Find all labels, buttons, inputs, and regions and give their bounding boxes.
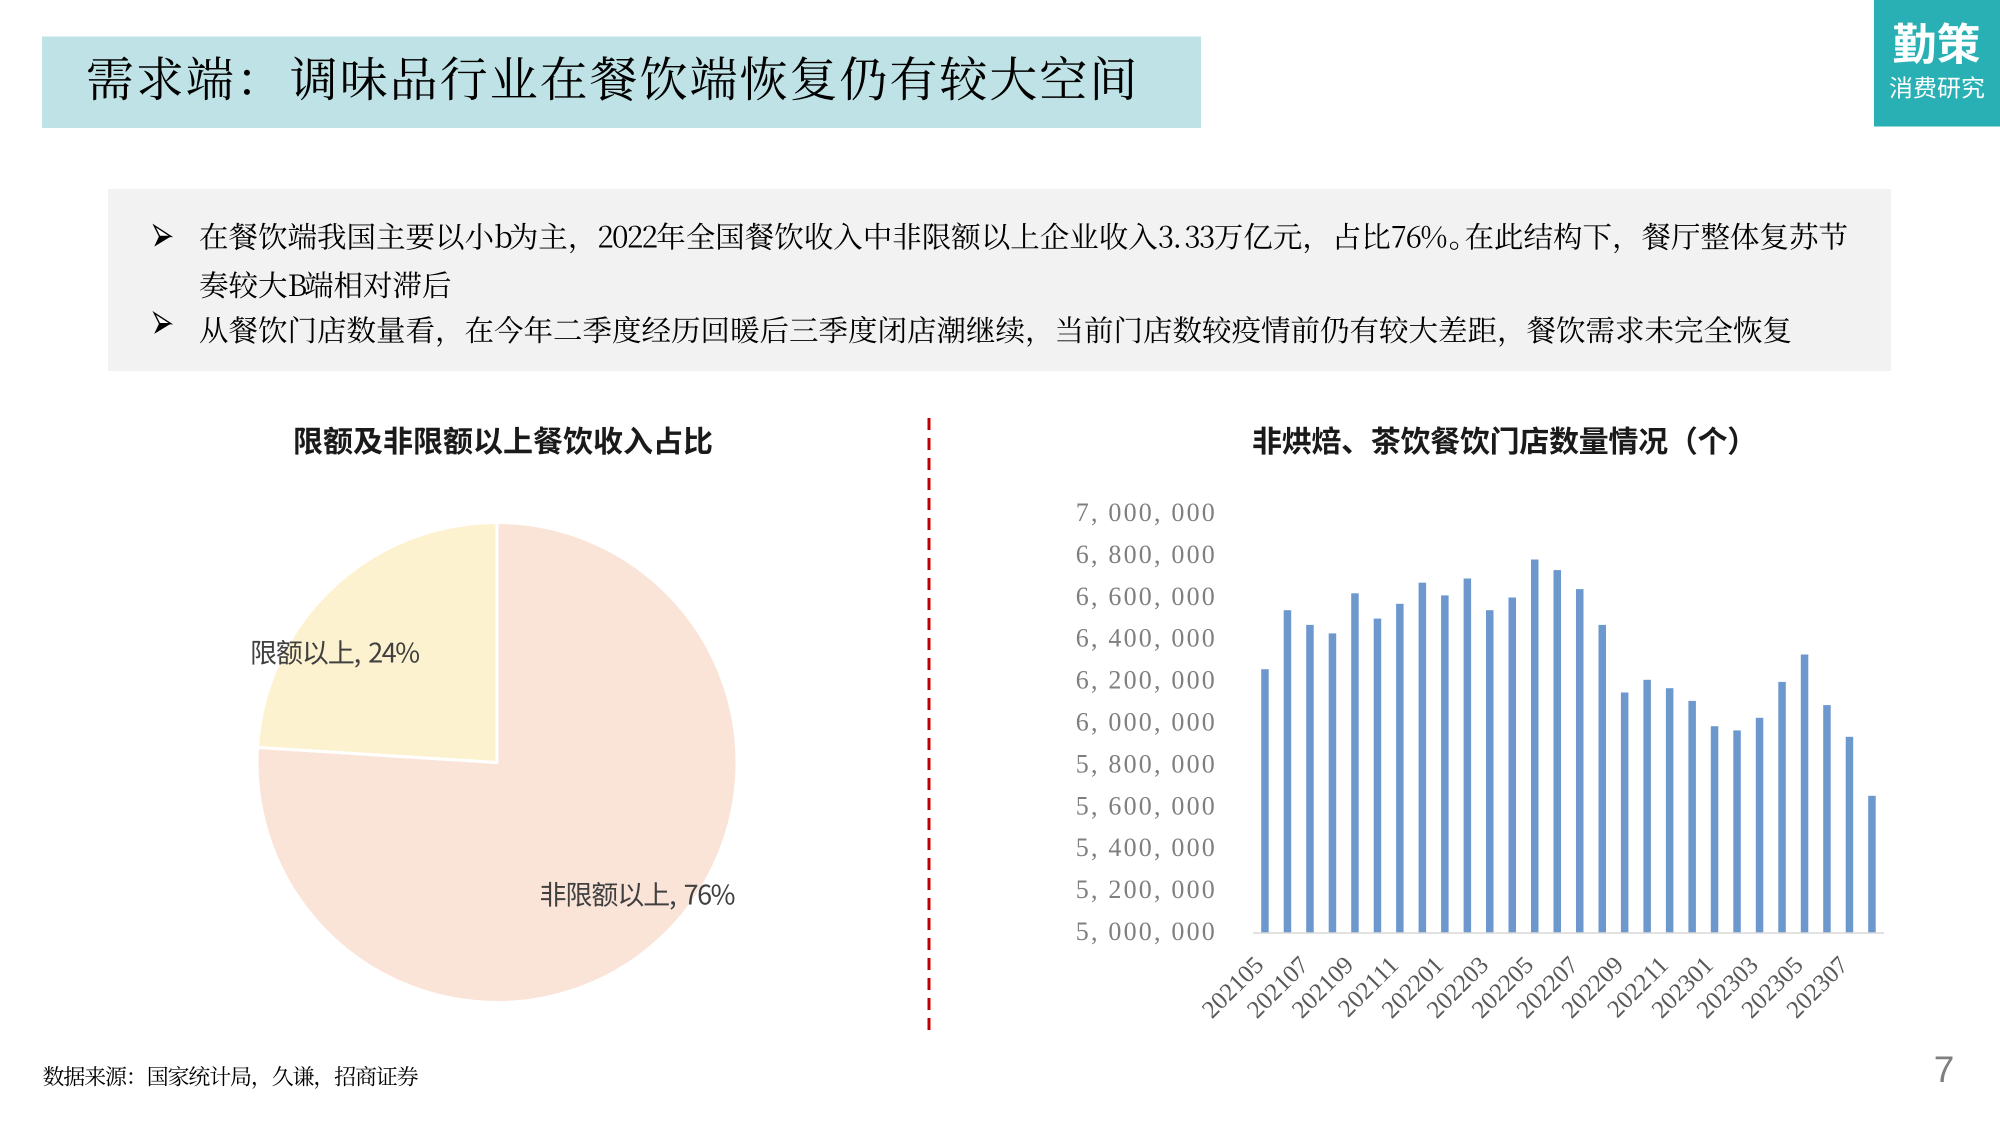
svg-text:7: 7 bbox=[1934, 1049, 1955, 1090]
svg-text:6, 200, 000: 6, 200, 000 bbox=[1076, 666, 1217, 695]
svg-text:5, 400, 000: 5, 400, 000 bbox=[1076, 833, 1217, 862]
svg-text:6, 600, 000: 6, 600, 000 bbox=[1076, 582, 1217, 611]
svg-text:5, 000, 000: 5, 000, 000 bbox=[1076, 917, 1217, 946]
svg-text:5, 600, 000: 5, 600, 000 bbox=[1076, 791, 1217, 820]
svg-text:5, 200, 000: 5, 200, 000 bbox=[1076, 875, 1217, 904]
svg-text:5, 800, 000: 5, 800, 000 bbox=[1076, 749, 1217, 778]
svg-text:6, 800, 000: 6, 800, 000 bbox=[1076, 540, 1217, 569]
svg-text:6, 400, 000: 6, 400, 000 bbox=[1076, 624, 1217, 653]
svg-text:7, 000, 000: 7, 000, 000 bbox=[1076, 498, 1217, 527]
svg-text:6, 000, 000: 6, 000, 000 bbox=[1076, 708, 1217, 737]
